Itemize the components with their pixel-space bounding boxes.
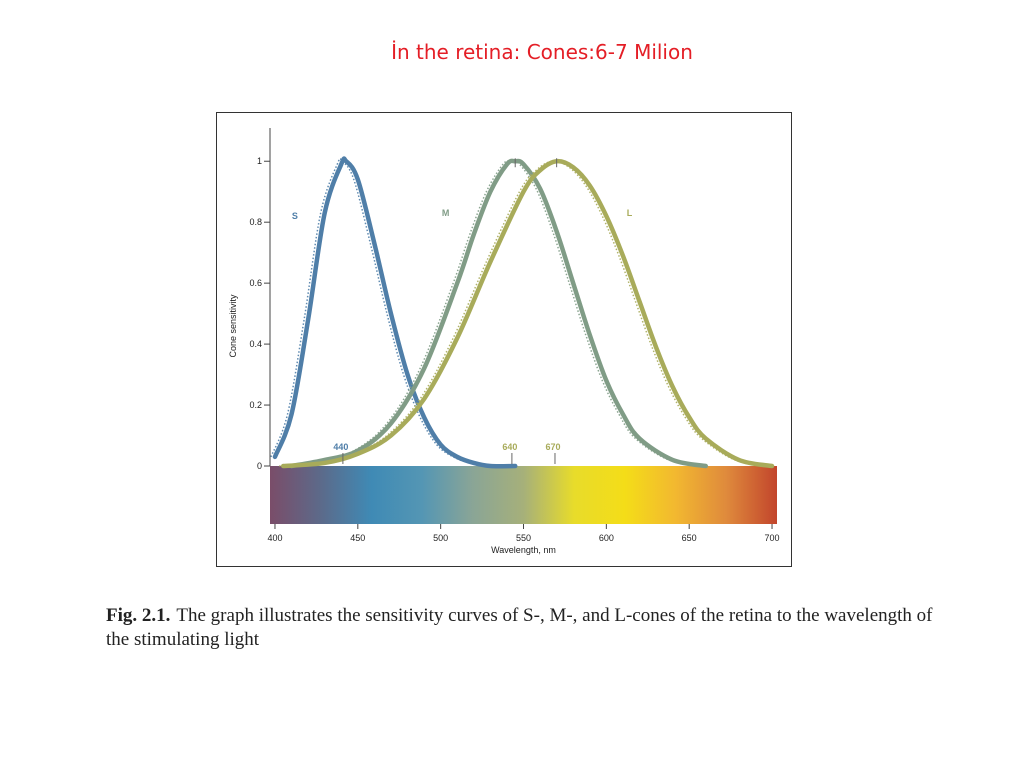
x-tick-label: 500 bbox=[433, 533, 448, 543]
figure-caption-text: The graph illustrates the sensitivity cu… bbox=[106, 605, 933, 650]
x-tick-label: 600 bbox=[599, 533, 614, 543]
y-tick-label: 1 bbox=[257, 156, 262, 166]
y-tick-label: 0.8 bbox=[249, 217, 262, 227]
y-tick-label: 0.2 bbox=[249, 400, 262, 410]
y-tick-label: 0 bbox=[257, 461, 262, 471]
slide-title: İn the retina: Cones:6-7 Milion bbox=[391, 40, 693, 64]
cone-sensitivity-chart: 0 0.2 0.4 0.6 0.8 1 400 450 500 550 600 650 700 S M L 4… bbox=[216, 112, 792, 567]
annotation-label: 440 bbox=[333, 442, 348, 452]
figure-caption: Fig. 2.1. The graph illustrates the sensi… bbox=[106, 604, 936, 652]
x-tick-label: 400 bbox=[267, 533, 282, 543]
curve-l bbox=[281, 158, 775, 469]
spectrum-bar bbox=[270, 466, 777, 524]
curve-m-dotted bbox=[287, 160, 702, 467]
series-label-m: M bbox=[442, 208, 450, 218]
y-tick-label: 0.6 bbox=[249, 278, 262, 288]
curve-m bbox=[289, 158, 709, 469]
series-label-s: S bbox=[292, 211, 298, 221]
curve-s bbox=[272, 156, 518, 469]
y-tick-label: 0.4 bbox=[249, 339, 262, 349]
annotation-label: 670 bbox=[545, 442, 560, 452]
x-tick-label: 450 bbox=[350, 533, 365, 543]
y-axis-label: Cone sensitivity bbox=[228, 294, 238, 358]
x-tick-label: 650 bbox=[682, 533, 697, 543]
curve-l-dotted bbox=[279, 160, 769, 467]
annotation-label: 640 bbox=[502, 442, 517, 452]
x-tick-label: 550 bbox=[516, 533, 531, 543]
x-tick-label: 700 bbox=[765, 533, 780, 543]
chart-svg: 0 0.2 0.4 0.6 0.8 1 400 450 500 550 600 650 700 S M L 4… bbox=[228, 128, 780, 555]
x-axis-label: Wavelength, nm bbox=[491, 545, 556, 555]
series-label-l: L bbox=[627, 208, 633, 218]
figure-label: Fig. 2.1. bbox=[106, 605, 171, 626]
